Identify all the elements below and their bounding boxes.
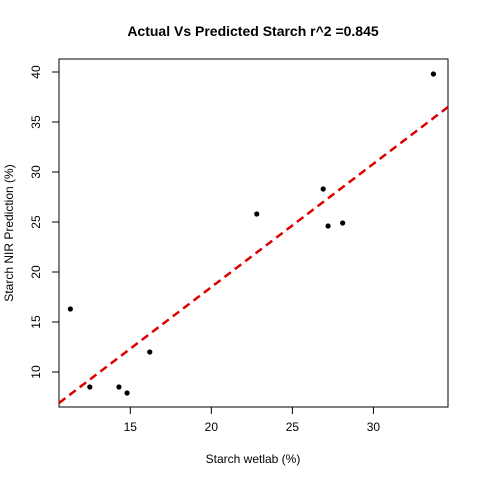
y-tick-label: 35 [29,115,43,129]
x-tick-label: 15 [124,420,138,434]
x-axis-label: Starch wetlab (%) [206,452,301,466]
y-tick-label: 10 [29,365,43,379]
data-point [340,220,346,226]
fit-line-group [58,106,449,404]
data-point [67,306,73,312]
y-tick-label: 40 [29,65,43,79]
y-tick-label: 30 [29,165,43,179]
regression-line [58,106,449,404]
data-point [325,223,331,229]
plot-frame [58,58,449,408]
x-tick-label: 30 [367,420,381,434]
points-group [67,71,437,396]
x-tick-label: 20 [205,420,219,434]
x-tick-label: 25 [286,420,300,434]
y-tick-label: 15 [29,315,43,329]
data-point [147,349,153,355]
y-tick-label: 20 [29,265,43,279]
chart-title: Actual Vs Predicted Starch r^2 =0.845 [127,23,379,39]
data-point [320,186,326,192]
y-axis-label: Starch NIR Prediction (%) [2,164,16,301]
x-axis: 15 20 25 30 [124,406,381,434]
data-point [430,71,437,77]
data-point [124,390,130,396]
data-point [116,384,122,390]
data-point [87,384,93,390]
y-tick-label: 25 [29,215,43,229]
data-point [254,211,260,217]
y-axis: 10 15 20 25 30 35 40 [29,65,60,379]
